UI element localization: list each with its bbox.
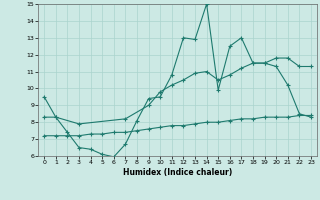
X-axis label: Humidex (Indice chaleur): Humidex (Indice chaleur) <box>123 168 232 177</box>
